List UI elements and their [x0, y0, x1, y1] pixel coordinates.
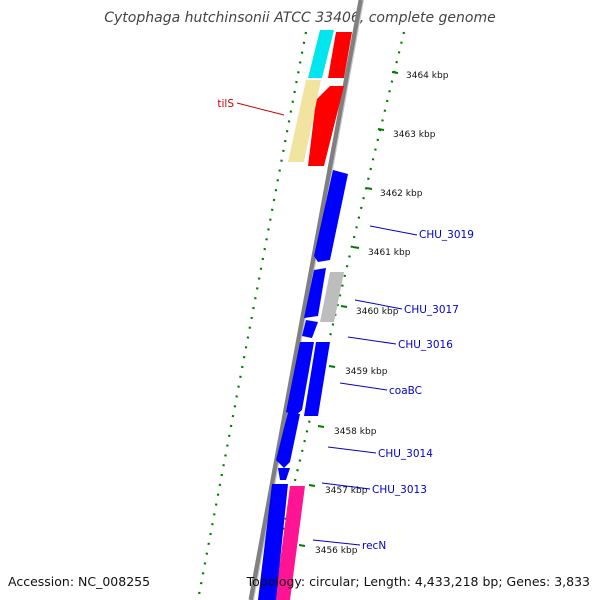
major-tick-mark	[352, 246, 360, 249]
gene-labels: tilS CHU_3019 CHU_3017 CHU_3016 coaBC CHU_301…	[217, 98, 474, 552]
accession-text: Accession: NC_008255	[8, 574, 150, 589]
magenta-feature	[275, 486, 305, 600]
cds-feature	[286, 342, 314, 416]
pseudo-feature	[320, 272, 344, 322]
gene-label-leader	[236, 102, 285, 116]
gene-label: recN	[362, 540, 386, 552]
major-tick-mark	[377, 128, 385, 131]
gene-label-leader	[369, 225, 418, 236]
gene-label-leader	[312, 539, 361, 546]
major-tick-mark	[317, 425, 325, 428]
gene-label-leader	[347, 336, 397, 345]
trna-feature	[328, 32, 352, 78]
cds-feature	[304, 342, 330, 416]
cds-feature	[258, 484, 288, 600]
gene-label-leader	[327, 446, 377, 454]
gene-label-leader	[321, 482, 371, 490]
trna-feature	[308, 86, 344, 166]
rrna-feature	[308, 30, 334, 78]
gene-label-leader	[354, 299, 403, 310]
cds-feature	[304, 268, 326, 318]
gene-label: CHU_3013	[372, 484, 427, 496]
tick-labels: 3464 kbp 3463 kbp 3462 kbp 3461 kbp 3460 kbp…	[298, 71, 449, 556]
tick-label: 3464 kbp	[406, 71, 449, 81]
misc-feature	[288, 80, 321, 162]
gene-label: CHU_3014	[378, 448, 433, 460]
tick-label: 3457 kbp	[325, 486, 368, 496]
tick-label: 3459 kbp	[345, 367, 388, 377]
cds-feature	[278, 468, 290, 480]
inner-tick-ring	[196, 31, 308, 600]
tick-label: 3463 kbp	[393, 130, 436, 140]
gene-label-leader	[339, 382, 388, 391]
major-tick-mark	[328, 365, 336, 368]
major-tick-mark	[365, 187, 373, 190]
map-title: Cytophaga hutchinsonii ATCC 33406, compl…	[104, 10, 495, 26]
topology-text: Topology: circular; Length: 4,433,218 bp…	[246, 574, 590, 589]
major-tick-mark	[298, 544, 306, 547]
major-tick-mark	[340, 305, 348, 308]
gene-label: coaBC	[389, 385, 422, 397]
major-tick-mark	[391, 71, 399, 74]
gene-label: CHU_3016	[398, 339, 453, 351]
tick-label: 3462 kbp	[380, 189, 423, 199]
genome-backbone	[248, 0, 364, 600]
gene-label: CHU_3017	[404, 304, 459, 316]
cds-feature	[302, 320, 318, 338]
tick-label: 3456 kbp	[315, 546, 358, 556]
cds-feature	[314, 170, 348, 262]
tick-label: 3461 kbp	[368, 248, 411, 258]
tick-label: 3460 kbp	[356, 307, 399, 317]
tick-label: 3458 kbp	[334, 427, 377, 437]
major-tick-mark	[308, 484, 316, 487]
gene-label: tilS	[217, 98, 234, 110]
gene-label: CHU_3019	[419, 229, 474, 241]
cds-feature	[276, 412, 300, 468]
